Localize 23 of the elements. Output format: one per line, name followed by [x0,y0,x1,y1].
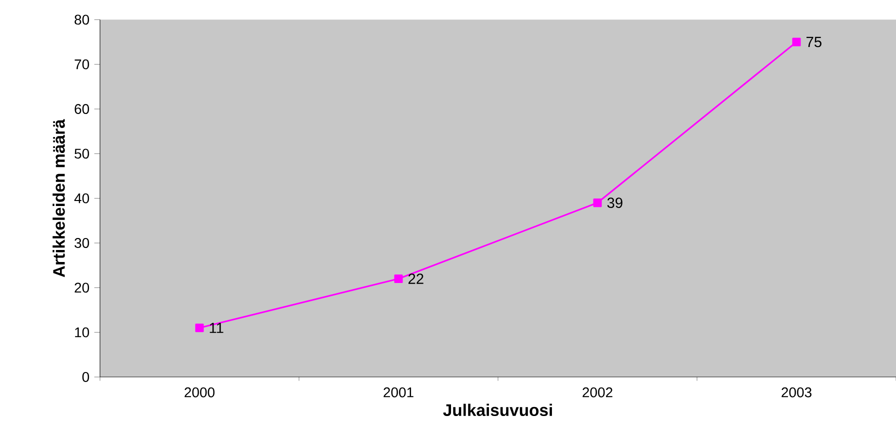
x-axis-title: Julkaisuvuosi [443,404,552,416]
point [593,198,602,208]
x-tick-label: 2002 [582,387,612,398]
x-tick-label: 2003 [782,387,812,398]
data-label: 11 [210,322,224,333]
data-label: 39 [607,198,622,208]
y-tick-label: 50 [74,148,90,159]
y-tick-label: 0 [82,372,90,382]
y-tick-label: 70 [74,59,90,70]
y-tick-label: 20 [74,282,90,293]
y-axis-title: Artikkeleiden määrä [52,119,65,278]
data-label: 75 [806,36,822,48]
x-tick-label: 2000 [184,387,215,398]
y-tick-label: 80 [74,14,90,25]
y-tick-label: 40 [74,193,90,204]
data-label: 22 [408,274,424,284]
point [394,274,403,284]
point [195,324,204,332]
point [792,38,801,46]
y-tick-label: 30 [74,238,90,248]
y-tick-label: 60 [74,104,90,114]
y-tick-label: 10 [75,327,90,338]
x-tick-label: 2001 [384,387,414,398]
